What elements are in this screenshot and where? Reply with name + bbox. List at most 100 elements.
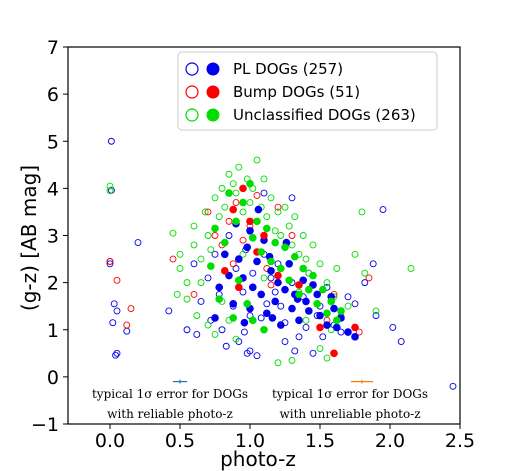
point-unclassified-filled [313,300,322,308]
point-pl-open [106,260,114,268]
legend-box [177,51,438,131]
point-pl-open [271,288,279,296]
point-pl-open [211,250,219,258]
point-unclassified-open [197,279,205,287]
point-unclassified-open [201,208,209,216]
legend-pl-filled-marker [206,62,220,76]
point-pl-open [110,300,118,308]
point-unclassified-open [358,208,366,216]
legend-unclassified-filled-marker [206,108,220,122]
legend: PL DOGs (257) Bump DOGs (51) Unclassifie… [177,51,438,131]
point-pl-open [193,331,201,338]
point-unclassified-open [274,208,282,216]
point-unclassified-open [204,232,212,239]
point-unclassified-open [229,180,237,188]
point-pl-open [222,342,230,350]
point-unclassified-open [225,170,233,178]
point-pl-filled [263,309,271,318]
x-tick-label: 1.5 [305,430,335,452]
point-pl-filled [246,226,254,235]
point-unclassified-open [309,241,317,249]
point-pl-open [369,260,377,268]
point-unclassified-filled [260,325,268,334]
point-pl-open [449,382,457,390]
data-marks [106,137,457,390]
point-unclassified-open [361,269,369,277]
point-unclassified-open [221,203,229,211]
point-unclassified-open [235,163,243,171]
annotation-unreliable: typical 1σ error for DOGs with unreliabl… [272,387,428,421]
x-axis-title: photo-z [220,447,296,471]
legend-entry-bump: Bump DOGs (51) [185,83,360,101]
point-bump-filled [316,323,324,332]
point-pl-filled [330,304,338,313]
point-pl-filled [288,304,296,313]
point-pl-open [288,194,296,202]
point-unclassified-filled [267,257,275,266]
point-pl-open [204,274,212,282]
point-unclassified-filled [211,224,219,233]
point-unclassified-open [267,194,275,202]
point-unclassified-open [204,321,212,329]
point-bump-filled [246,217,254,226]
y-tick-label: 0 [47,367,59,389]
point-pl-open [389,323,397,331]
point-unclassified-open [183,279,191,287]
point-unclassified-filled [333,316,341,325]
legend-unclassified-label: Unclassified DOGs (263) [233,106,416,124]
point-unclassified-filled [232,217,240,226]
point-unclassified-open [197,255,205,263]
point-unclassified-open [190,222,198,230]
point-unclassified-filled [235,276,243,285]
point-pl-open [291,347,299,355]
point-unclassified-open [239,208,247,216]
x-tick-label: 1.0 [235,430,265,452]
point-pl-filled [274,278,282,287]
point-unclassified-open [183,295,191,303]
point-unclassified-open [323,354,331,362]
point-unclassified-filled [323,309,331,318]
point-pl-open [397,338,405,345]
point-pl-filled [333,323,341,332]
annotation-reliable-line-1: typical 1σ error for DOGs [92,387,248,401]
point-unclassified-open [271,227,279,235]
point-unclassified-open [274,359,282,367]
y-tick-label: 6 [47,84,59,106]
point-pl-filled [243,243,251,252]
point-pl-open [253,352,261,360]
y-tick-label: 3 [47,226,59,248]
point-pl-open [372,312,380,320]
point-unclassified-open [333,265,341,272]
error-bars [173,379,374,384]
point-pl-open [309,349,317,357]
point-bump-open [274,203,282,211]
point-unclassified-open [246,199,254,206]
point-bump-filled [295,281,303,289]
point-unclassified-filled [299,264,308,273]
y-tick-label: 4 [47,178,59,200]
point-unclassified-filled [263,224,271,233]
point-pl-filled [211,314,219,322]
point-unclassified-filled [207,262,215,270]
point-pl-filled [277,321,285,329]
point-unclassified-open [253,156,261,164]
point-unclassified-open [288,356,296,364]
point-unclassified-filled [305,285,313,294]
point-bump-open [106,257,114,265]
point-bump-filled [330,349,338,358]
point-pl-open [319,333,327,341]
point-pl-open [113,349,121,357]
x-tick-label: 0.5 [165,430,195,452]
point-bump-open [211,232,219,239]
point-bump-open [267,281,275,289]
point-unclassified-filled [246,179,254,188]
annotation-reliable-line-2: with reliable photo-z [107,407,233,421]
point-pl-open [263,300,271,308]
point-pl-filled [285,259,294,268]
legend-unclassified-open-marker [185,108,199,122]
point-bump-open [204,208,212,216]
point-pl-open [337,328,345,336]
point-pl-open [246,347,254,355]
point-unclassified-open [176,265,184,272]
point-unclassified-open [176,250,184,258]
